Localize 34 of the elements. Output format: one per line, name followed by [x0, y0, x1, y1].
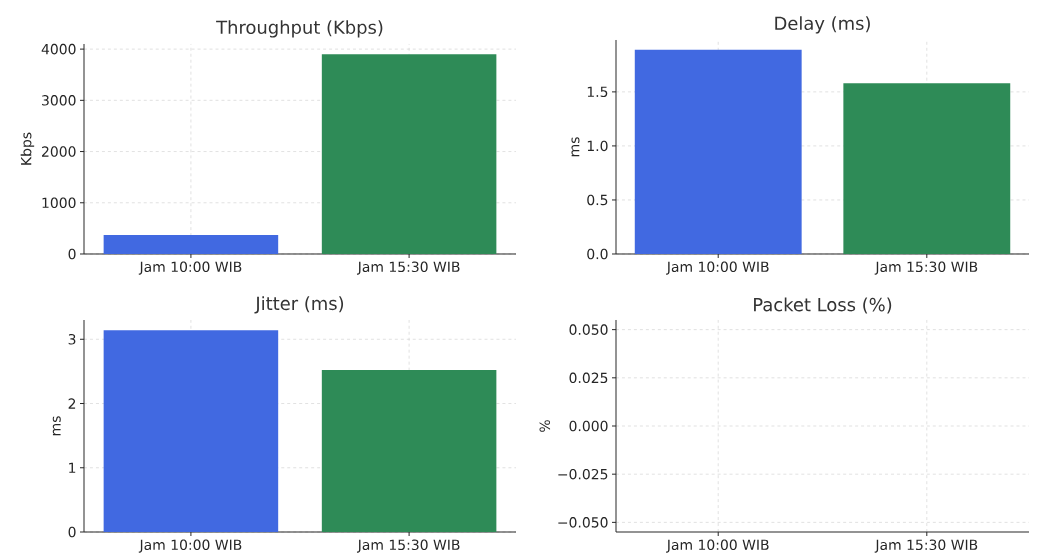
x-tick-label: Jam 15:30 WIB — [874, 539, 978, 553]
x-tick-label: Jam 10:00 WIB — [138, 539, 242, 553]
y-tick-label: 0.000 — [569, 420, 608, 432]
chart-title: Packet Loss (%) — [754, 297, 892, 314]
y-tick-label: 0 — [68, 248, 76, 260]
chart-title: Throughput (Kbps) — [216, 20, 383, 38]
y-tick-label: 3000 — [42, 95, 76, 106]
x-tick-label: Jam 15:30 WIB — [356, 539, 460, 553]
y-axis-title: % — [539, 420, 551, 432]
y-tick-label: 0.5 — [587, 194, 608, 206]
chart-title: Jitter (ms) — [254, 296, 344, 314]
x-tick-label: Jam 10:00 WIB — [666, 261, 769, 275]
x-tick-label: Jam 10:00 WIB — [666, 539, 769, 553]
y-tick-label: −0.050 — [558, 517, 608, 528]
y-tick-label: 3 — [68, 333, 76, 345]
y-tick-label: 0 — [68, 526, 76, 538]
y-tick-label: 2 — [68, 398, 76, 409]
chart-title: Delay (ms) — [775, 16, 870, 34]
x-tick-label: Jam 10:00 WIB — [138, 261, 242, 275]
y-axis-title: Kbps — [20, 132, 35, 165]
y-tick-label: 0.050 — [569, 324, 608, 335]
y-tick-label: 1 — [69, 462, 76, 473]
y-tick-label: 1.5 — [587, 86, 608, 98]
y-tick-label: 1.0 — [587, 140, 608, 152]
y-tick-label: 0.025 — [569, 372, 608, 384]
y-tick-label: 4000 — [41, 43, 76, 55]
y-tick-label: 1000 — [42, 197, 76, 209]
y-axis-title: ms — [571, 137, 580, 157]
x-tick-label: Jam 15:30 WIB — [874, 261, 978, 275]
y-tick-label: 0.0 — [587, 248, 608, 260]
y-tick-label: −0.025 — [558, 468, 608, 480]
y-tick-label: 2000 — [42, 146, 76, 157]
y-axis-title: ms — [52, 416, 61, 436]
x-tick-label: Jam 15:30 WIB — [356, 261, 460, 275]
